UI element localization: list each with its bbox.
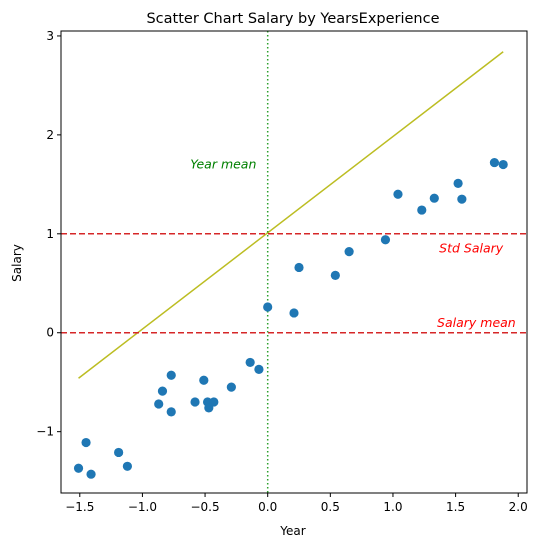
x-tick-label: −1.0 xyxy=(128,500,157,514)
data-point xyxy=(254,364,264,374)
y-axis-label: Salary xyxy=(10,244,24,282)
data-point xyxy=(294,262,304,273)
y-tick-label: 0 xyxy=(46,326,54,340)
data-point xyxy=(81,437,91,448)
data-point xyxy=(417,205,427,215)
data-point xyxy=(154,399,164,409)
x-tick-label: 0.0 xyxy=(258,500,277,514)
salary-mean-annotation: Salary mean xyxy=(437,315,516,330)
fit-line xyxy=(78,51,504,379)
std-salary-annotation: Std Salary xyxy=(439,241,504,256)
data-point xyxy=(453,178,463,188)
data-point xyxy=(245,357,255,368)
x-tick-label: 1.5 xyxy=(446,500,465,514)
data-point xyxy=(166,407,176,417)
data-point xyxy=(330,270,340,280)
axes: −1.5 −1.0 −0.5 0.0 0.5 1.0 1.5 2.0 −1 0 1 2 3 xyxy=(36,29,527,514)
data-point xyxy=(86,469,96,479)
data-point xyxy=(226,382,236,392)
data-point xyxy=(157,386,168,396)
plot-area: Year mean Std Salary Salary mean xyxy=(61,31,527,493)
chart-title: Scatter Chart Salary by YearsExperience xyxy=(146,11,439,27)
x-tick-label: 1.0 xyxy=(383,500,402,514)
data-point xyxy=(122,461,132,471)
data-point xyxy=(344,247,354,257)
x-tick-label: −0.5 xyxy=(190,500,219,514)
data-point xyxy=(489,157,500,168)
y-tick-label: 2 xyxy=(46,128,54,142)
x-tick-label: 0.5 xyxy=(321,500,340,514)
data-point xyxy=(263,302,273,312)
data-point xyxy=(457,194,467,204)
data-point xyxy=(289,308,299,318)
data-point xyxy=(498,159,508,170)
plot-frame xyxy=(60,30,528,494)
x-tick-label: −1.5 xyxy=(65,500,94,514)
x-axis-label: Year xyxy=(279,524,305,538)
data-point xyxy=(380,235,391,245)
plot-content xyxy=(61,31,527,493)
y-tick-label: 1 xyxy=(46,227,54,241)
data-point xyxy=(166,370,176,380)
data-point xyxy=(190,397,200,407)
y-tick-label: −1 xyxy=(36,425,54,439)
year-mean-annotation: Year mean xyxy=(190,157,256,172)
data-point xyxy=(429,193,439,203)
data-point xyxy=(199,375,209,385)
data-point xyxy=(209,397,219,407)
data-point xyxy=(114,447,124,458)
data-point xyxy=(73,463,84,473)
data-point xyxy=(393,189,403,199)
x-tick-label: 2.0 xyxy=(509,500,528,514)
y-tick-label: 3 xyxy=(46,29,54,43)
